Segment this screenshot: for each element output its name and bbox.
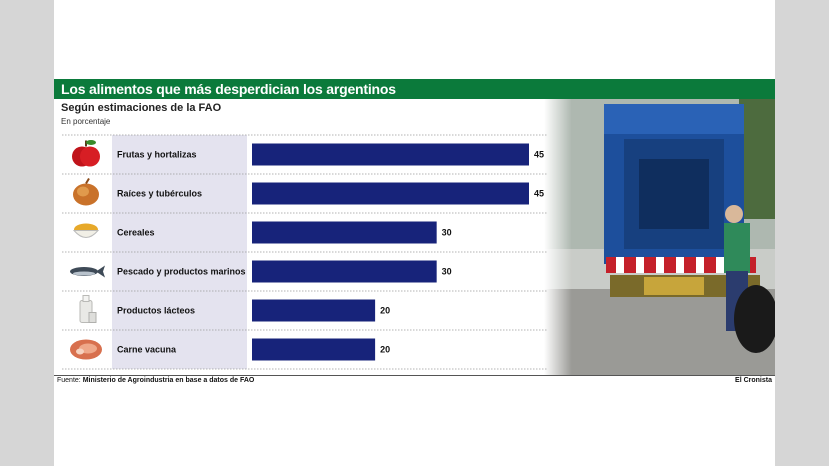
category-label: Raíces y tubérculos xyxy=(117,189,202,199)
bar xyxy=(252,338,376,361)
garbage-truck-photo xyxy=(544,99,775,376)
category-label: Cereales xyxy=(117,228,155,238)
source-note: Fuente: Ministerio de Agroindustria en b… xyxy=(57,377,254,384)
source-text: Ministerio de Agroindustria en base a da… xyxy=(82,377,255,384)
bar-chart: Frutas y hortalizas 45 Raíces y tubérculos… xyxy=(62,134,548,370)
category-label: Carne vacuna xyxy=(117,345,177,355)
fish-icon xyxy=(70,265,105,278)
brand-credit: El Cronista xyxy=(735,377,772,384)
category-label: Frutas y hortalizas xyxy=(117,150,197,160)
value-label: 30 xyxy=(442,228,452,238)
value-label: 20 xyxy=(380,345,390,355)
bar xyxy=(252,221,437,244)
bar xyxy=(252,182,529,205)
bar xyxy=(252,143,529,166)
source-prefix: Fuente: xyxy=(57,377,81,384)
chart-subtitle: Según estimaciones de la FAO xyxy=(61,102,222,114)
milk-icon xyxy=(79,295,97,323)
apple-icon xyxy=(72,140,100,167)
chart-title: Los alimentos que más desperdician los a… xyxy=(54,79,775,99)
cereal-icon xyxy=(72,223,100,238)
value-label: 45 xyxy=(534,150,544,160)
footer-divider xyxy=(54,375,775,376)
category-label: Productos lácteos xyxy=(117,306,195,316)
bar xyxy=(252,260,437,283)
value-label: 45 xyxy=(534,189,544,199)
bar xyxy=(252,299,376,322)
unit-label: En porcentaje xyxy=(61,117,111,126)
category-label: Pescado y productos marinos xyxy=(117,267,246,277)
value-label: 20 xyxy=(380,306,390,316)
meat-icon xyxy=(70,339,102,360)
value-label: 30 xyxy=(442,267,452,277)
infographic-panel: Los alimentos que más desperdician los a… xyxy=(54,0,775,466)
onion-icon xyxy=(73,177,99,206)
